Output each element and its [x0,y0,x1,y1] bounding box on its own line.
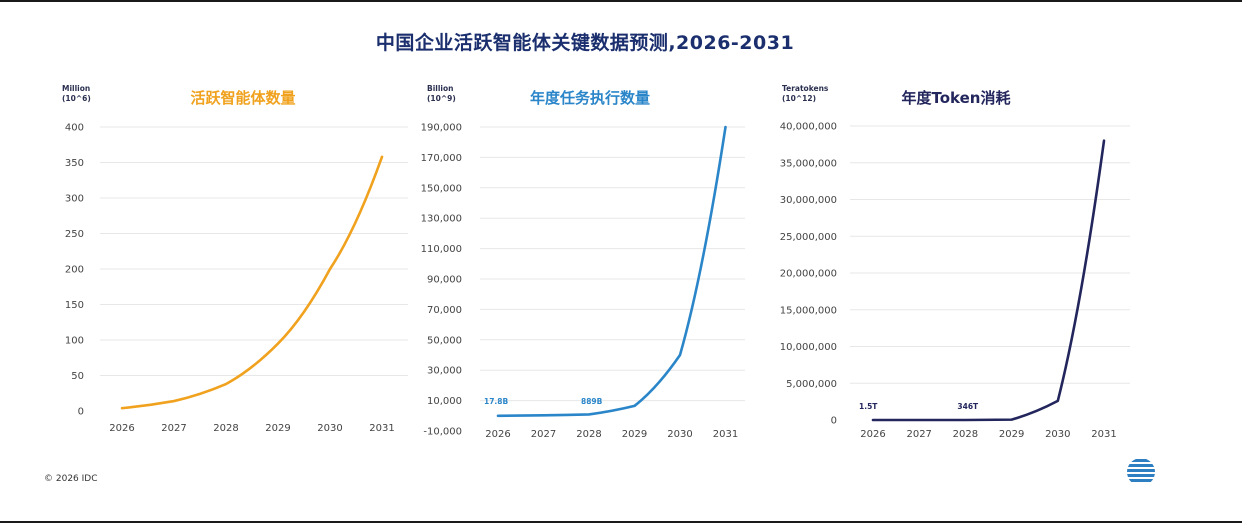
y-tick-label: 130,000 [421,214,462,225]
x-tick-label: 2028 [576,429,601,440]
y-tick-label: 90,000 [427,275,462,286]
data-label: 346T [957,402,979,411]
data-label: 17.8B [484,397,509,406]
x-tick-label: 2028 [953,429,978,440]
y-unit-label: (10^12) [782,94,816,103]
y-tick-label: 300 [65,194,84,205]
main-title: 中国企业活跃智能体关键数据预测,2026-2031 [375,32,795,54]
x-tick-label: 2026 [485,429,510,440]
y-unit-label: Million [62,84,90,93]
y-tick-label: 110,000 [421,244,462,255]
x-tick-label: 2029 [999,429,1024,440]
top-border [0,0,1242,2]
y-tick-label: 70,000 [427,305,462,316]
panel-title: 年度任务执行数量 [530,89,650,107]
y-tick-label: 35,000,000 [780,158,837,169]
y-tick-label: 190,000 [421,123,462,134]
y-unit-label: Billion [427,84,454,93]
copyright-text: © 2026 IDC [44,474,98,484]
x-tick-label: 2026 [860,429,885,440]
x-tick-label: 2029 [265,423,290,434]
x-tick-label: 2027 [906,429,931,440]
bottom-border [0,521,1242,523]
idc-logo-icon [1127,459,1155,482]
x-tick-label: 2029 [622,429,647,440]
x-tick-label: 2031 [713,429,738,440]
y-tick-label: 30,000,000 [780,195,837,206]
y-unit-label: (10^6) [62,94,91,103]
data-label: 1.5T [859,402,878,411]
panel-title: 年度Token消耗 [902,89,1011,107]
y-tick-label: 200 [65,265,84,276]
y-tick-label: 150,000 [421,183,462,194]
x-tick-label: 2026 [109,423,134,434]
y-tick-label: 0 [831,416,837,427]
y-unit-label: Teratokens [782,84,829,93]
x-tick-label: 2030 [667,429,692,440]
y-tick-label: 150 [65,300,84,311]
y-tick-label: 400 [65,123,84,134]
y-tick-label: 40,000,000 [780,122,837,133]
data-label: 889B [581,397,603,406]
x-tick-label: 2031 [1091,429,1116,440]
series-line [871,139,1106,422]
x-tick-label: 2030 [1045,429,1070,440]
x-tick-label: 2027 [161,423,186,434]
x-tick-label: 2031 [369,423,394,434]
y-tick-label: 0 [78,407,84,418]
y-tick-label: 250 [65,229,84,240]
y-unit-label: (10^9) [427,94,456,103]
y-tick-label: 100 [65,336,84,347]
x-tick-label: 2027 [531,429,556,440]
x-tick-label: 2030 [317,423,342,434]
y-tick-label: 20,000,000 [780,269,837,280]
y-tick-label: 25,000,000 [780,232,837,243]
y-tick-label: 30,000 [427,366,462,377]
y-tick-label: 10,000 [427,396,462,407]
y-tick-label: 5,000,000 [786,379,837,390]
y-tick-label: 350 [65,158,84,169]
panel-title: 活跃智能体数量 [190,89,295,107]
y-tick-label: 15,000,000 [780,305,837,316]
x-tick-label: 2028 [213,423,238,434]
y-tick-label: 10,000,000 [780,342,837,353]
y-tick-label: 170,000 [421,153,462,164]
y-tick-label: 50 [71,371,84,382]
y-tick-label: -10,000 [423,427,462,438]
y-tick-label: 50,000 [427,335,462,346]
